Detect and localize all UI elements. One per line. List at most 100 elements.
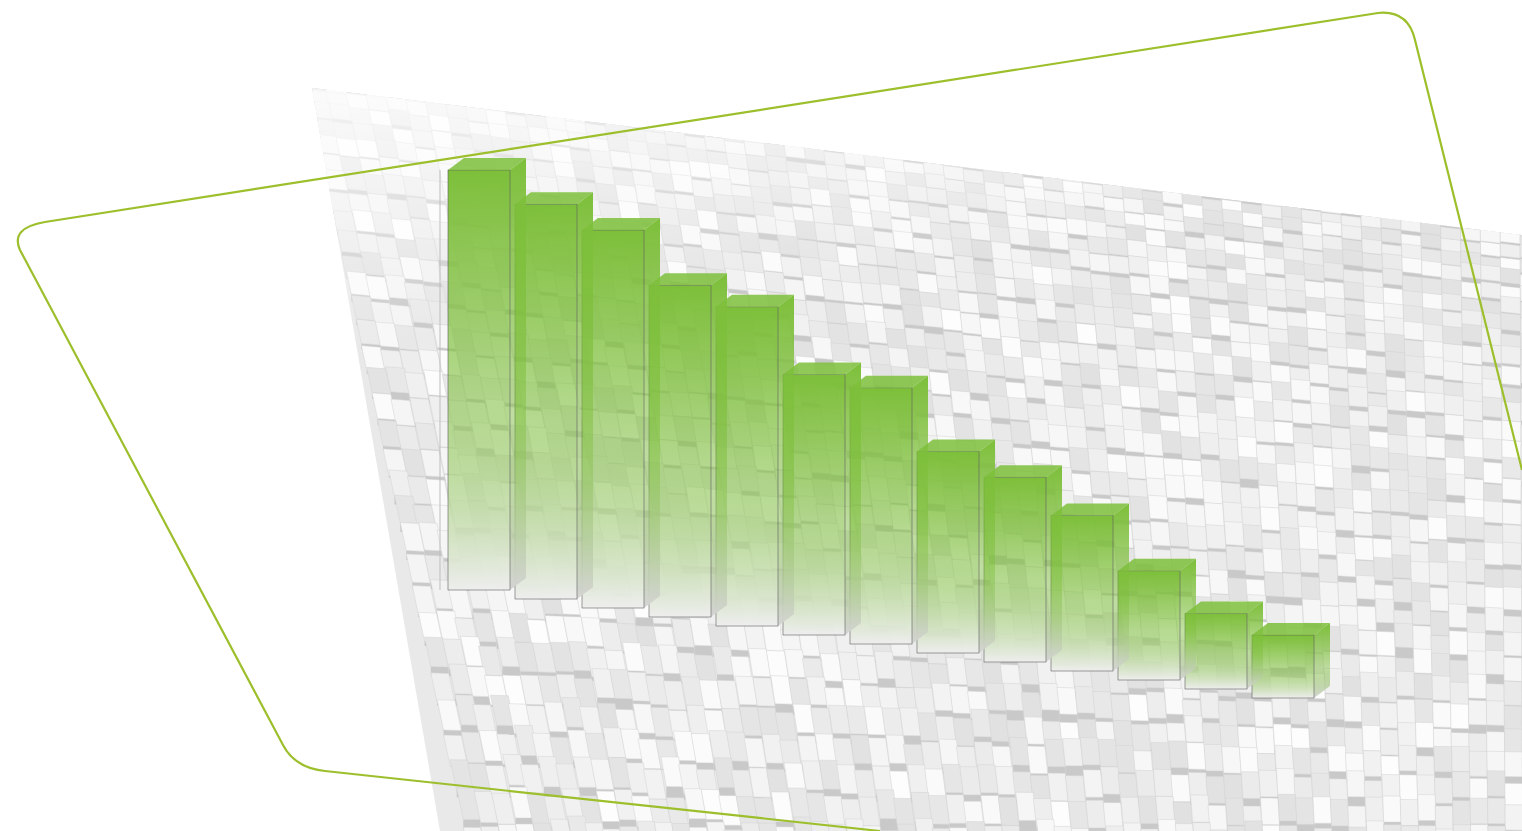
cube-top [340, 63, 361, 72]
cube-side [463, 95, 483, 99]
cube-top [902, 147, 923, 161]
cube-side [801, 126, 821, 132]
cube-top [383, 84, 405, 99]
cube-top [1420, 199, 1440, 207]
cube-top [1060, 151, 1081, 160]
cube-side [381, 74, 401, 79]
cube-top [1160, 165, 1180, 173]
cube-side [842, 141, 862, 146]
cube-top [1040, 149, 1061, 158]
cube-side [1500, 214, 1520, 218]
cube-top [460, 77, 481, 86]
cube-side [982, 160, 1002, 163]
cube-top [400, 71, 421, 80]
cube-side [364, 84, 384, 87]
cube-top [1220, 173, 1240, 181]
cube-side [1081, 171, 1101, 175]
cube-top [680, 107, 701, 116]
cube-top [420, 72, 441, 81]
cube-side [681, 113, 701, 116]
cube-top [640, 101, 661, 110]
cube-top [300, 58, 321, 67]
cube-top [301, 67, 323, 80]
cube-top [441, 84, 463, 97]
cube-top [940, 138, 961, 147]
cube-top [621, 105, 643, 118]
cube-top [822, 137, 843, 151]
cube-side [921, 142, 941, 146]
cube-side [621, 106, 641, 109]
cube-top [740, 114, 761, 123]
cube-side [543, 106, 563, 109]
cube-top [1101, 172, 1122, 186]
cube-side [441, 82, 461, 86]
cube-top [581, 101, 603, 114]
cube-top [981, 151, 1002, 163]
cube-top [1061, 160, 1082, 172]
cube-top [421, 80, 443, 93]
cube-top [821, 129, 842, 141]
cube-top [321, 68, 343, 81]
cube-top [1341, 202, 1361, 215]
cube-side [304, 77, 324, 80]
cube-top [1020, 149, 1041, 158]
cube-top [580, 93, 601, 102]
cube-top [660, 103, 681, 112]
cube-side [321, 69, 341, 72]
cube-top [304, 74, 327, 89]
cube-side [742, 129, 762, 133]
cube-side [1520, 225, 1522, 229]
cube-top [1161, 178, 1182, 191]
cube-top [861, 134, 882, 146]
cube-top [1180, 175, 1201, 187]
cube-top [401, 78, 423, 91]
cube-top [1140, 164, 1160, 172]
cube-side [782, 134, 802, 139]
cube-side [1220, 179, 1240, 184]
cube-top [801, 125, 822, 137]
cube-top [880, 130, 901, 139]
cube-side [521, 90, 541, 96]
cube-top [461, 85, 483, 98]
cube-side [902, 148, 922, 153]
cube-top [1021, 153, 1042, 165]
cube-side [1520, 217, 1522, 221]
cube-side [922, 150, 942, 156]
cube-top [1241, 190, 1262, 203]
cube-top [1520, 211, 1522, 219]
cube-top [1041, 156, 1062, 168]
cube-side [581, 100, 601, 104]
cube-top [1200, 176, 1221, 188]
cube-top [341, 68, 363, 81]
cube-side [523, 103, 543, 107]
cube-top [1100, 158, 1120, 166]
cube-side [443, 95, 463, 97]
cube-top [381, 74, 403, 87]
cube-top [1380, 199, 1400, 210]
cube-top [540, 90, 561, 99]
cube-top [760, 116, 781, 125]
cube-top [800, 119, 821, 128]
cube-top [380, 68, 401, 77]
cube-top [501, 89, 523, 102]
cube-top [1301, 197, 1321, 210]
cube-top [620, 99, 641, 108]
cube-side [1022, 163, 1042, 168]
cube-side [1240, 183, 1260, 186]
cube-top [1360, 198, 1380, 209]
cube-side [623, 115, 643, 119]
cube-side [1061, 170, 1081, 173]
cube-top [1400, 197, 1420, 205]
cube-top [481, 88, 503, 101]
cube-top [1480, 209, 1500, 220]
cube-top [920, 136, 941, 145]
cube-side [1201, 185, 1221, 190]
cube-top [1281, 194, 1301, 207]
chart [0, 0, 1522, 831]
cube-side [1380, 208, 1400, 212]
cube-side [301, 65, 321, 69]
cube-side [643, 117, 663, 122]
cube-side [1180, 175, 1200, 179]
cube-top [860, 130, 881, 139]
cube-side [1141, 179, 1161, 182]
